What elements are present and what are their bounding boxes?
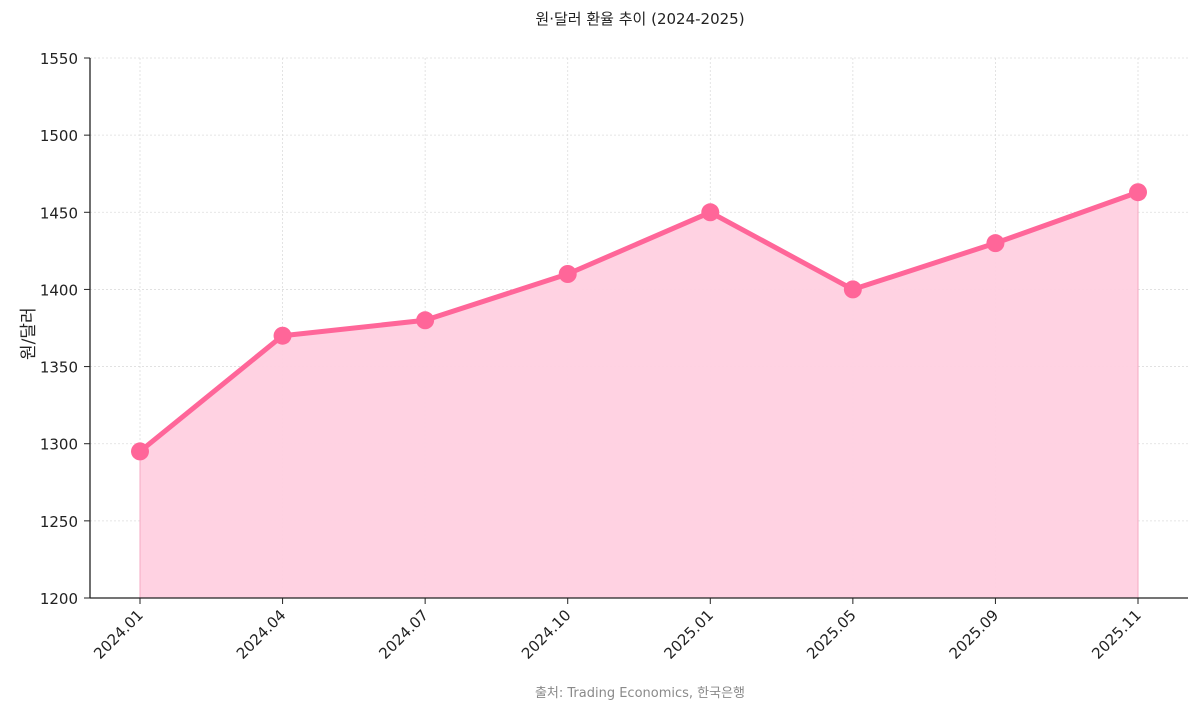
x-tick-label: 2025.09: [946, 606, 1003, 663]
data-point: [701, 203, 720, 222]
data-point: [843, 280, 862, 299]
y-tick-label: 1500: [40, 127, 78, 145]
y-tick-label: 1350: [40, 359, 78, 377]
data-point: [131, 442, 149, 461]
x-tick-label: 2025.11: [1088, 606, 1145, 663]
x-tick-label: 2024.07: [375, 606, 432, 663]
x-tick-label: 2025.01: [661, 606, 718, 663]
x-tick-label: 2024.10: [518, 606, 575, 663]
y-tick-label: 1450: [40, 204, 78, 222]
data-point: [416, 311, 435, 330]
series-line: [137, 189, 1141, 454]
data-point: [558, 265, 577, 283]
data-point: [986, 234, 1005, 253]
y-tick-label: 1550: [40, 50, 78, 68]
y-tick-label: 1250: [40, 513, 78, 531]
y-tick-label: 1200: [40, 590, 78, 608]
chart-title: 원·달러 환율 추이 (2024-2025): [535, 10, 745, 28]
y-tick-label: 1400: [40, 281, 78, 299]
x-tick-label: 2024.01: [90, 606, 147, 663]
area-fill: [140, 192, 1138, 598]
data-point: [273, 326, 292, 345]
x-tick-label: 2024.04: [233, 606, 290, 663]
y-tick-label: 1300: [40, 436, 78, 454]
source-note: 출처: Trading Economics, 한국은행: [534, 686, 746, 701]
x-tick-label: 2025.05: [803, 606, 860, 663]
data-point: [1129, 183, 1147, 202]
